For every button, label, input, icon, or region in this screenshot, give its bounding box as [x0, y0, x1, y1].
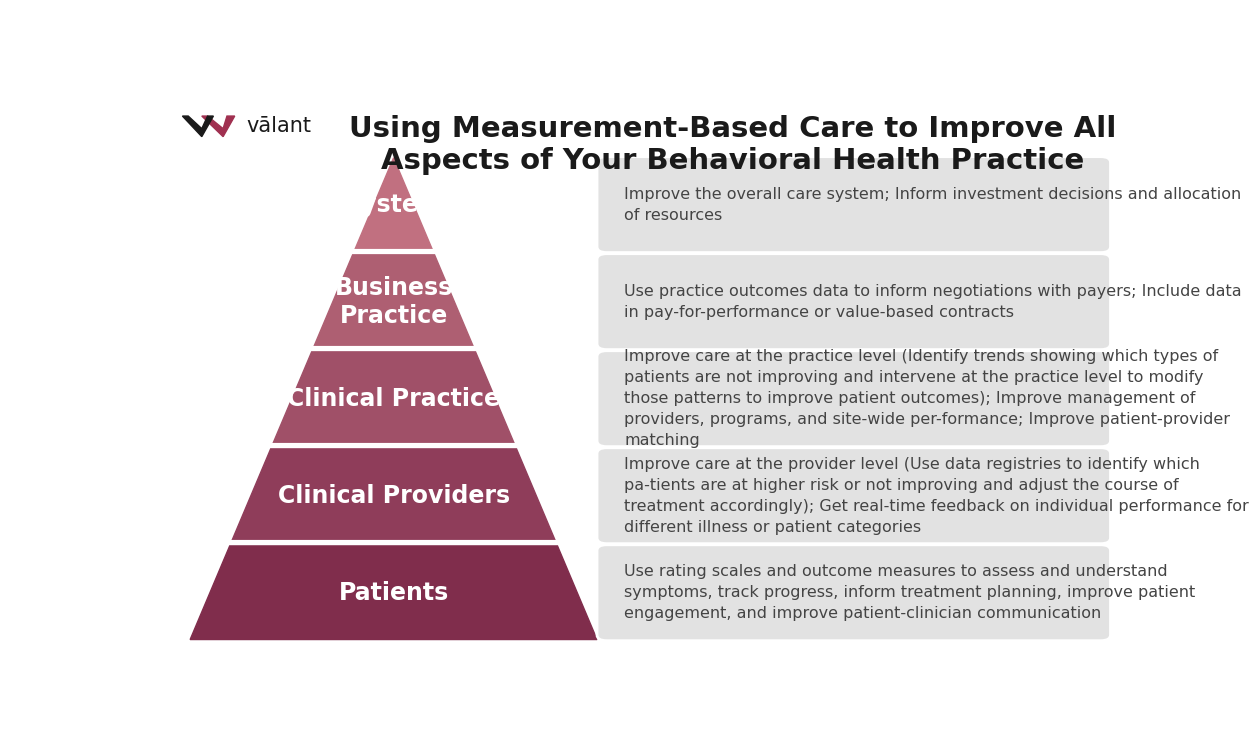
FancyBboxPatch shape: [598, 157, 1110, 253]
Text: Clinical Providers: Clinical Providers: [278, 484, 510, 507]
Polygon shape: [190, 546, 598, 640]
Text: Business
Practice: Business Practice: [335, 276, 452, 328]
Polygon shape: [354, 158, 432, 251]
Polygon shape: [272, 352, 515, 446]
Text: Using Measurement-Based Care to Improve All
Aspects of Your Behavioral Health Pr: Using Measurement-Based Care to Improve …: [349, 115, 1116, 175]
Polygon shape: [312, 255, 474, 348]
Text: Clinical Practice: Clinical Practice: [288, 386, 500, 411]
Polygon shape: [201, 116, 235, 137]
Text: Patients: Patients: [339, 581, 449, 605]
Polygon shape: [182, 116, 214, 137]
Polygon shape: [231, 449, 556, 542]
FancyBboxPatch shape: [598, 253, 1110, 350]
FancyBboxPatch shape: [598, 545, 1110, 640]
FancyBboxPatch shape: [598, 351, 1110, 447]
Text: vālant: vālant: [246, 117, 311, 137]
FancyBboxPatch shape: [598, 448, 1110, 544]
Text: Use practice outcomes data to inform negotiations with payers; Include data in p: Use practice outcomes data to inform neg…: [624, 284, 1241, 319]
Text: System: System: [344, 192, 442, 217]
Text: Use rating scales and outcome measures to assess and understand symptoms, track : Use rating scales and outcome measures t…: [624, 564, 1195, 621]
Text: Improve care at the provider level (Use data registries to identify which pa-tie: Improve care at the provider level (Use …: [624, 457, 1249, 535]
Text: Improve the overall care system; Inform investment decisions and allocation of r: Improve the overall care system; Inform …: [624, 186, 1241, 223]
Text: Improve care at the practice level (Identify trends showing which types of patie: Improve care at the practice level (Iden…: [624, 349, 1230, 448]
